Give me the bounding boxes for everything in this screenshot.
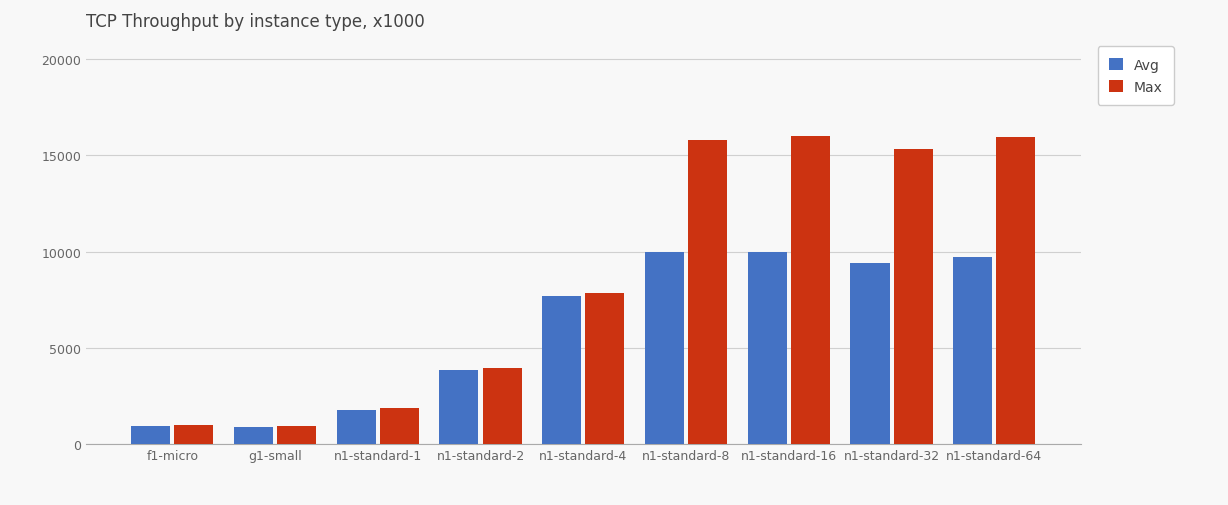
- Bar: [233, 427, 273, 444]
- Bar: [791, 136, 830, 444]
- Bar: [543, 296, 581, 444]
- Bar: [440, 370, 479, 444]
- Bar: [688, 140, 727, 444]
- Bar: [131, 426, 171, 444]
- Bar: [996, 137, 1035, 444]
- Bar: [953, 258, 992, 444]
- Text: TCP Throughput by instance type, x1000: TCP Throughput by instance type, x1000: [86, 13, 425, 30]
- Bar: [851, 264, 889, 444]
- Bar: [483, 369, 522, 444]
- Bar: [645, 253, 684, 444]
- Bar: [379, 408, 419, 444]
- Bar: [894, 150, 933, 444]
- Bar: [748, 253, 787, 444]
- Bar: [174, 425, 214, 444]
- Legend: Avg, Max: Avg, Max: [1098, 47, 1174, 106]
- Bar: [586, 293, 624, 444]
- Bar: [278, 426, 316, 444]
- Bar: [336, 410, 376, 444]
